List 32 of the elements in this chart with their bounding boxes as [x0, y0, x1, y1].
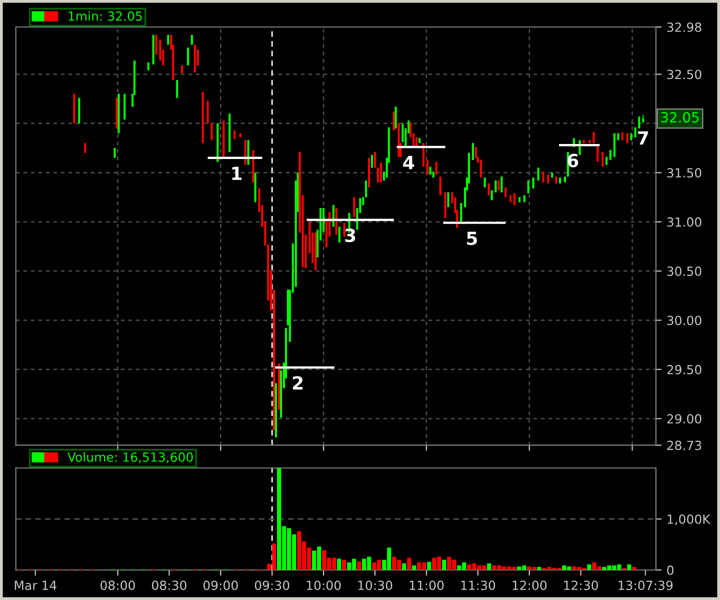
x-tick-label: 13:07:39 — [618, 580, 673, 590]
y-tick-label: 30.50 — [667, 266, 702, 276]
x-tick-label: 12:00 — [512, 580, 547, 590]
x-tick-label: 11:30 — [461, 580, 496, 590]
x-tick-label: 09:00 — [203, 580, 238, 590]
y-tick-label: 28.73 — [667, 440, 702, 450]
y-tick-label: 31.50 — [667, 168, 702, 178]
y-tick-label: 30.00 — [667, 316, 702, 326]
x-tick-label: 08:00 — [100, 580, 135, 590]
annotation: 1 — [232, 166, 242, 180]
y-tick-label: 32.98 — [667, 22, 702, 32]
x-tick-label: 09:30 — [254, 580, 290, 590]
annotation: 3 — [345, 228, 356, 242]
x-tick-label: 10:00 — [306, 580, 341, 590]
y-tick-label: 31.00 — [667, 217, 702, 227]
y-tick-label: 0 — [667, 565, 674, 575]
annotation: 7 — [638, 131, 648, 144]
y-tick-label: 29.00 — [667, 414, 702, 424]
x-tick-label: 08:30 — [152, 580, 186, 590]
annotation: 4 — [403, 156, 414, 170]
y-tick-label: 1,000K — [668, 514, 711, 526]
y-tick-label: 29.50 — [667, 364, 702, 374]
x-tick-label: 10:30 — [358, 580, 392, 590]
x-tick-label: 12:30 — [564, 580, 598, 590]
legend-label: 1min: 32.05 — [68, 11, 142, 21]
x-tick-label: 11:00 — [410, 580, 444, 590]
annotation: 5 — [467, 232, 477, 246]
annotation: 2 — [292, 376, 303, 390]
legend-label: Volume: 16,513,600 — [67, 452, 193, 464]
x-tick-label: Mar 14 — [14, 580, 56, 590]
text: 32.05 — [661, 112, 699, 123]
y-tick-label: 32.50 — [667, 70, 702, 80]
